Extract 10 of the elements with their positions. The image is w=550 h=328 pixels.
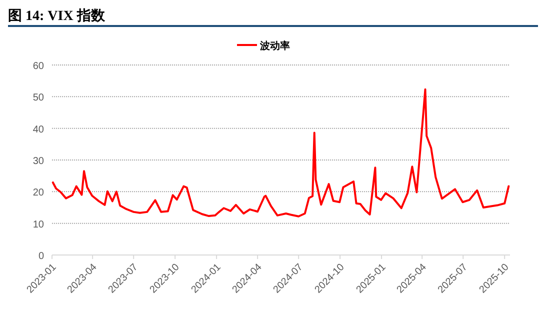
y-tick-label: 50 bbox=[32, 92, 44, 104]
y-tick-label: 10 bbox=[32, 219, 44, 230]
y-tick-label: 20 bbox=[32, 188, 44, 199]
legend-label: 波动率 bbox=[259, 40, 290, 52]
chart-title: 图 14: VIX 指数 bbox=[8, 8, 106, 24]
y-tick-label: 60 bbox=[32, 61, 44, 72]
line-series bbox=[52, 88, 510, 218]
y-tick-label: 30 bbox=[32, 156, 44, 167]
y-tick-label: 40 bbox=[32, 124, 44, 136]
y-tick-label: 0 bbox=[38, 251, 44, 262]
